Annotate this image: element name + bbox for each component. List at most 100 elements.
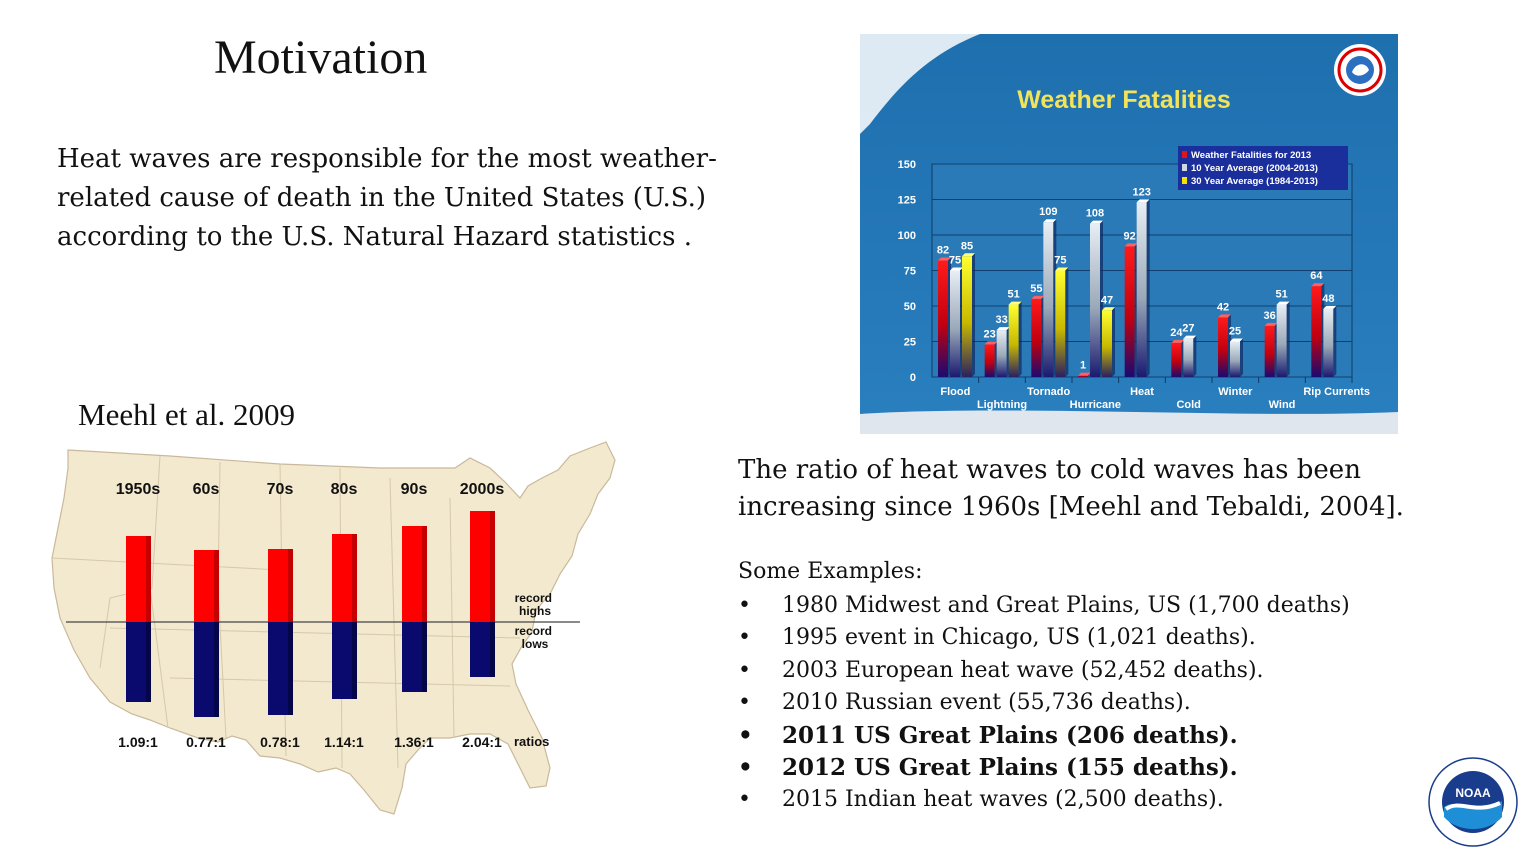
- example-item: • 2012 US Great Plains (155 deaths).: [738, 752, 1350, 784]
- category-label: Wind: [1269, 399, 1296, 411]
- bar-1: [1043, 222, 1054, 377]
- record-low-bar-side: [490, 622, 495, 677]
- bar-top: [1264, 322, 1278, 326]
- bar-1: [1090, 223, 1100, 377]
- data-label: 24: [1170, 327, 1183, 339]
- data-label: 75: [949, 255, 961, 267]
- bar-2: [962, 256, 972, 377]
- example-text: 2010 Russian event (55,736 deaths).: [782, 690, 1191, 716]
- y-tick-label: 100: [898, 230, 916, 242]
- bar-top: [1323, 305, 1337, 309]
- decade-label: 70s: [267, 481, 294, 498]
- category-label: Rip Currents: [1303, 386, 1370, 398]
- bar-top: [950, 267, 963, 271]
- record-high-bar-side: [146, 536, 151, 622]
- bar-0: [1078, 375, 1088, 377]
- nws-logo: [1334, 44, 1386, 96]
- record-low-bar: [126, 622, 146, 702]
- bar-2: [1008, 304, 1019, 377]
- bar-top: [984, 341, 998, 345]
- record-low-bar-side: [422, 622, 427, 692]
- data-label: 92: [1124, 230, 1136, 242]
- bar-top: [1090, 220, 1103, 224]
- bar-side: [1112, 307, 1115, 377]
- bullet: •: [738, 787, 751, 813]
- record-low-bar: [332, 622, 352, 699]
- y-tick-label: 50: [904, 301, 916, 313]
- record-high-bar: [332, 534, 352, 622]
- bar-1: [1136, 202, 1147, 377]
- bar-2: [1055, 270, 1066, 377]
- examples-heading: Some Examples:: [738, 559, 923, 584]
- meehl-bars: 1950s 1.09:1 60s 0.77:1 70s 0.78:1 80s 1.14:1 90…: [116, 481, 505, 750]
- example-item: • 2003 European heat wave (52,452 deaths)…: [738, 655, 1350, 687]
- example-item: • 2015 Indian heat waves (2,500 deaths).: [738, 784, 1350, 816]
- bar-side: [1193, 335, 1197, 377]
- data-label: 109: [1039, 206, 1057, 218]
- bar-1: [1276, 304, 1287, 377]
- fatal-plot-area: 0255075100125150827585Flood233351Lightni…: [898, 159, 1370, 411]
- bar-0: [1311, 286, 1322, 377]
- bar-top: [1136, 199, 1150, 203]
- bar-side: [1333, 305, 1337, 377]
- decade-label: 90s: [401, 481, 428, 498]
- data-label: 27: [1182, 323, 1194, 335]
- ratio-paragraph: The ratio of heat waves to cold waves ha…: [738, 455, 1404, 522]
- legend-swatch: [1182, 164, 1187, 171]
- bar-top: [996, 327, 1010, 331]
- record-high-bar: [402, 526, 422, 622]
- bar-top: [1230, 338, 1243, 342]
- record-low-bar-side: [288, 622, 293, 715]
- y-tick-label: 0: [910, 372, 916, 384]
- bar-0: [1218, 317, 1228, 377]
- bar-top: [1218, 314, 1231, 318]
- record-low-bar-side: [352, 622, 357, 699]
- legend-label: 10 Year Average (2004-2013): [1191, 163, 1318, 174]
- record-high-bar: [470, 511, 490, 622]
- data-label: 33: [996, 314, 1008, 326]
- record-high-bar: [194, 550, 214, 622]
- category-label: Cold: [1176, 399, 1200, 411]
- noaa-logo: NOAA: [1428, 757, 1518, 847]
- bullet: •: [738, 593, 751, 618]
- record-low-bar-side: [214, 622, 219, 717]
- bar-top: [1043, 219, 1057, 223]
- example-item: • 2010 Russian event (55,736 deaths).: [738, 687, 1350, 719]
- record-high-bar-side: [288, 549, 293, 622]
- bar-top: [1055, 267, 1069, 271]
- bar-0: [1031, 298, 1042, 377]
- data-label: 25: [1229, 326, 1241, 338]
- y-tick-label: 150: [898, 159, 916, 171]
- category-label: Hurricane: [1070, 399, 1121, 411]
- bullet: •: [738, 657, 751, 683]
- bar-top: [1171, 339, 1185, 343]
- bar-top: [1102, 307, 1115, 311]
- bar-side: [972, 253, 975, 377]
- legend-swatch: [1182, 177, 1187, 184]
- record-low-bar: [470, 622, 490, 677]
- slide-title: Motivation: [214, 31, 428, 84]
- record-high-bar-side: [214, 550, 219, 622]
- record-high-bar: [268, 549, 288, 622]
- bullet: •: [738, 625, 751, 651]
- bullet: •: [738, 690, 751, 716]
- y-tick-label: 125: [898, 195, 916, 207]
- data-label: 36: [1264, 310, 1276, 322]
- bar-0: [1264, 325, 1275, 377]
- category-label: Flood: [940, 386, 970, 398]
- example-text: 2003 European heat wave (52,452 deaths).: [782, 657, 1264, 683]
- category-label: Winter: [1218, 386, 1253, 398]
- legend-swatch: [1182, 151, 1187, 158]
- legend-box: [1178, 146, 1348, 190]
- example-text: 2012 US Great Plains (155 deaths).: [782, 753, 1238, 781]
- bar-1: [1230, 341, 1240, 377]
- data-label: 42: [1217, 301, 1229, 313]
- citation-meehl: Meehl et al. 2009: [78, 397, 295, 432]
- category-label: Tornado: [1027, 386, 1070, 398]
- example-text: 1995 event in Chicago, US (1,021 deaths)…: [782, 625, 1256, 651]
- ratio-label: 1.36:1: [394, 734, 434, 750]
- bar-side: [1286, 301, 1290, 377]
- record-high-bar-side: [352, 534, 357, 622]
- examples-list: • 1980 Midwest and Great Plains, US (1,70…: [738, 590, 1350, 817]
- bar-2: [1102, 310, 1112, 377]
